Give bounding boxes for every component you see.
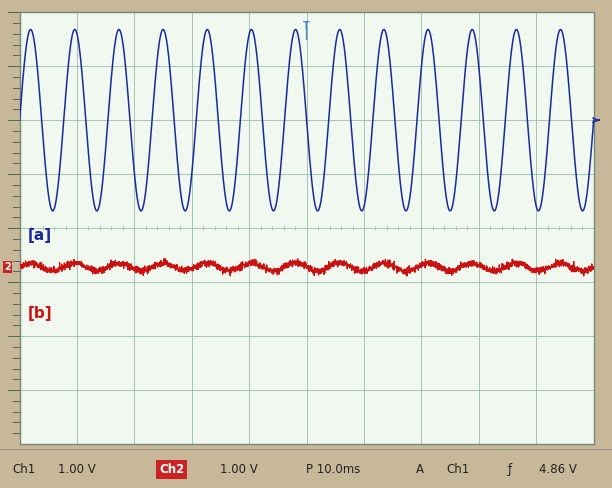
Text: ƒ: ƒ	[508, 463, 512, 476]
Text: 4.86 V: 4.86 V	[539, 463, 577, 476]
Text: Ch1: Ch1	[12, 463, 35, 476]
Text: [a]: [a]	[28, 228, 52, 243]
Text: Ch1: Ch1	[447, 463, 470, 476]
Text: T: T	[303, 21, 310, 31]
Text: 1.00 V: 1.00 V	[220, 463, 258, 476]
Text: [b]: [b]	[28, 306, 53, 321]
Text: 2: 2	[4, 262, 11, 272]
Text: 1.00 V: 1.00 V	[58, 463, 96, 476]
Text: P 10.0ms: P 10.0ms	[306, 463, 360, 476]
Text: A: A	[416, 463, 424, 476]
Text: Ch2: Ch2	[159, 463, 184, 476]
